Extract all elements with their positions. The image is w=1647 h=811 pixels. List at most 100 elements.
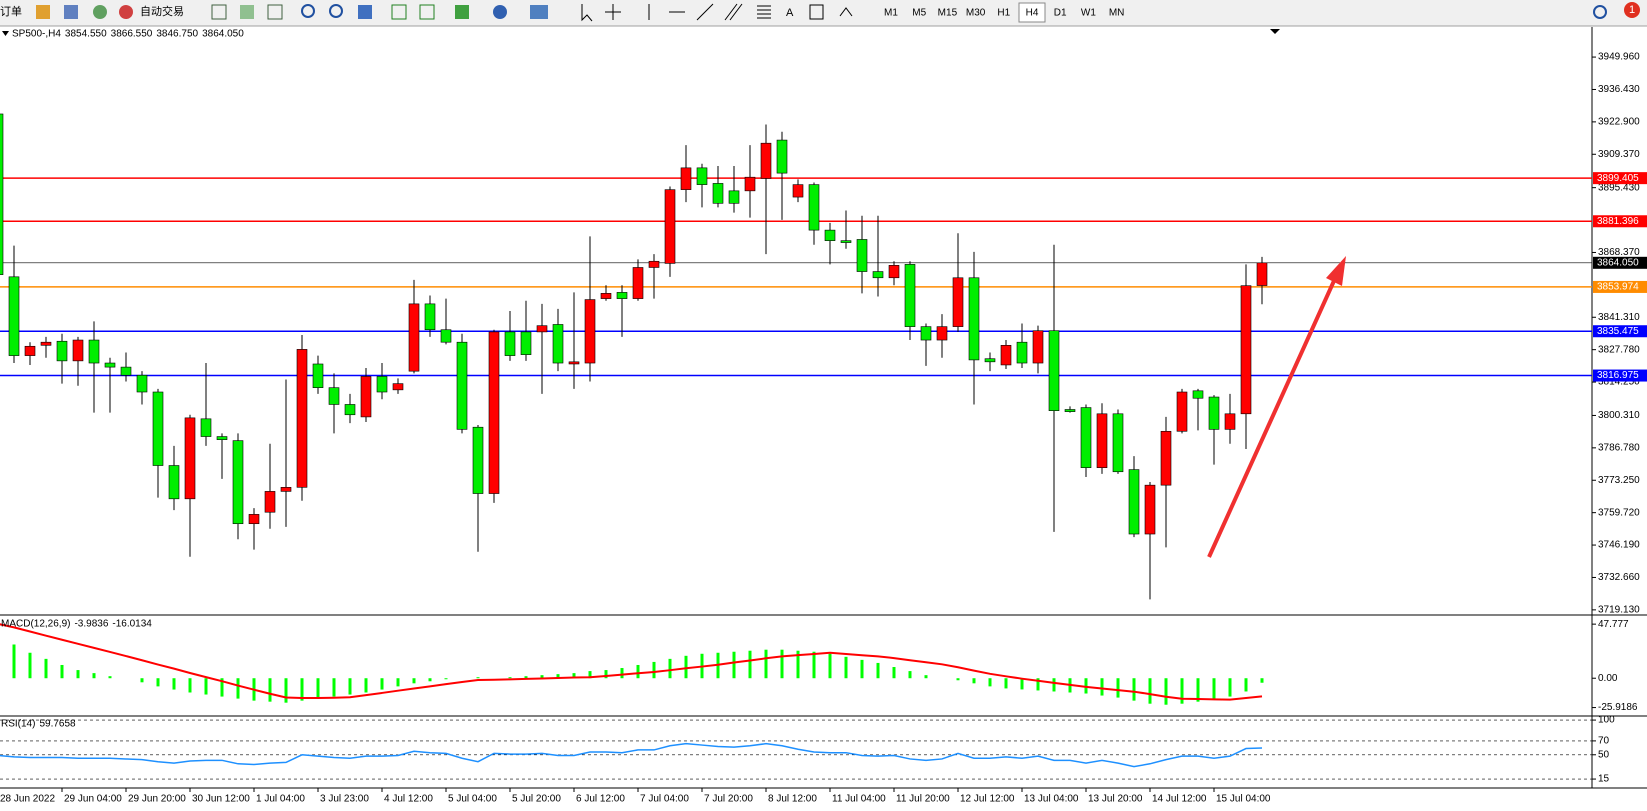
y-tick-label: 3732.660 (1598, 572, 1640, 583)
macd-bar (956, 678, 960, 681)
macd-bar (572, 673, 576, 679)
icon[interactable] (493, 5, 507, 19)
timeframe-button[interactable]: M30 (966, 8, 986, 19)
candle-body (168, 465, 180, 500)
indicator-info: 3854.550 (65, 29, 107, 40)
candle-body (248, 514, 260, 525)
macd-bar (556, 674, 560, 679)
icon[interactable] (93, 5, 107, 19)
x-tick-label: 11 Jul 04:00 (832, 794, 886, 805)
label-tool[interactable] (809, 4, 824, 20)
alerts-count[interactable]: 1 (1629, 4, 1635, 16)
candle-body (328, 387, 340, 405)
icon[interactable] (36, 5, 50, 19)
alerts-badge[interactable] (1624, 2, 1640, 18)
candle-body (8, 276, 20, 356)
icon[interactable] (358, 5, 372, 19)
y-tick-label: 3773.250 (1598, 475, 1640, 486)
trendline-tool[interactable] (696, 3, 714, 21)
icon[interactable] (530, 5, 548, 19)
text-tool[interactable]: A (786, 7, 794, 19)
candle-body (600, 293, 612, 299)
candle-body (904, 264, 916, 327)
candle-body (184, 417, 196, 500)
candle-body (968, 277, 980, 361)
macd-bar (268, 678, 272, 702)
y-tick-label: 15 (1598, 774, 1610, 785)
arrow-tool[interactable] (839, 7, 853, 17)
timeframe-button[interactable]: H1 (997, 8, 1010, 19)
timeframe-button[interactable]: M15 (938, 8, 958, 19)
macd-bar (1148, 678, 1152, 704)
level-label-bg (1593, 369, 1647, 382)
autotrade-button[interactable]: 自动交易 (140, 4, 184, 18)
zoom-out[interactable] (329, 4, 343, 18)
fibo-tool[interactable] (757, 5, 771, 19)
icon[interactable] (240, 5, 254, 19)
candle-body (1224, 413, 1236, 430)
indicator-info: MACD(12,26,9) (1, 619, 70, 630)
search[interactable] (1593, 5, 1607, 19)
candle-body (280, 487, 292, 492)
candle-body (584, 299, 596, 364)
icon[interactable] (64, 5, 78, 19)
x-tick-label: 14 Jul 12:00 (1152, 794, 1207, 805)
channel-tool[interactable] (724, 3, 743, 21)
macd-bar (284, 678, 288, 703)
macd-bar (620, 668, 624, 679)
y-tick-label: 3922.900 (1598, 117, 1640, 128)
active-timeframe[interactable] (1018, 2, 1046, 23)
x-tick-label: 13 Jul 04:00 (1024, 794, 1079, 805)
candle-body (952, 277, 964, 327)
autotrade-icon[interactable] (119, 5, 133, 19)
candle-body (1256, 262, 1268, 286)
cursor-tool[interactable] (581, 4, 593, 22)
timeframe-button[interactable]: H4 (1026, 8, 1039, 19)
macd-bar (92, 673, 96, 679)
plot: 3949.960 3936.430 3922.900 3909.370 3895.430… (0, 29, 1647, 805)
candle-body (760, 142, 772, 179)
candle-body (136, 374, 148, 393)
macd-bar (860, 659, 864, 679)
candle-body (40, 341, 52, 346)
icon[interactable] (455, 5, 469, 19)
candle-body (1000, 345, 1012, 366)
orders-menu[interactable]: 订单 (0, 5, 22, 18)
macd-bar (844, 656, 848, 679)
indicator-info: 3846.750 (156, 29, 198, 40)
macd-bar (524, 676, 528, 679)
timeframe-button[interactable]: MN (1109, 8, 1125, 19)
icon[interactable] (419, 4, 435, 20)
macd-bar (108, 676, 112, 679)
candle-body (552, 324, 564, 364)
info-triangle (2, 31, 9, 36)
macd-bar (44, 658, 48, 679)
macd-bar (1052, 678, 1056, 692)
candle-body (0, 113, 4, 275)
candle-body (728, 190, 740, 204)
macd-bar (1004, 678, 1008, 689)
macd-bar (348, 678, 352, 695)
macd-bar (972, 678, 976, 684)
crosshair-tool[interactable] (605, 4, 621, 20)
icon[interactable] (211, 4, 227, 20)
timeframe-button[interactable]: D1 (1054, 8, 1067, 19)
zoom-in[interactable] (301, 4, 315, 18)
icon[interactable] (391, 4, 407, 20)
candle-body (632, 267, 644, 299)
x-tick-label: 8 Jul 12:00 (768, 794, 817, 805)
macd-bar (588, 671, 592, 679)
icon[interactable] (267, 4, 283, 20)
timeframes: M1 M5 M15 M30 H1 H4 D1 W1 MN (884, 2, 1125, 23)
x-tick-label: 4 Jul 12:00 (384, 794, 433, 805)
macd-bar (236, 678, 240, 699)
macd-bar (1196, 678, 1200, 702)
timeframe-button[interactable]: M5 (912, 8, 926, 19)
x-tick-label: 7 Jul 04:00 (640, 794, 689, 805)
candle-body (1192, 390, 1204, 399)
timeframe-button[interactable]: W1 (1081, 8, 1096, 19)
macd-bar (508, 677, 512, 679)
macd-bar (732, 651, 736, 679)
timeframe-button[interactable]: M1 (884, 8, 898, 19)
macd-bar (1036, 678, 1040, 691)
